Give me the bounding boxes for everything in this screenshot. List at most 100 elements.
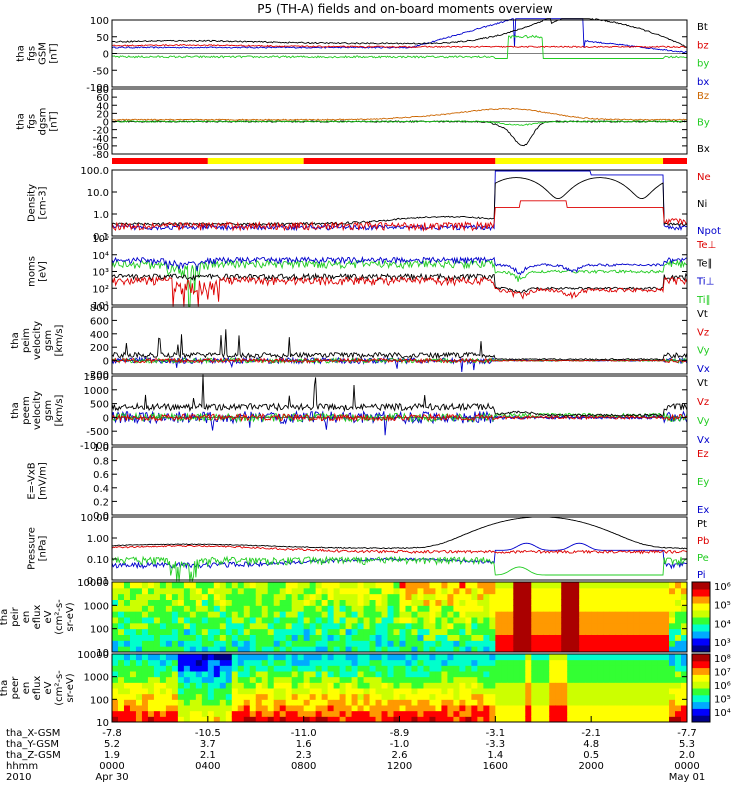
heatmap-cell [609,599,616,606]
heatmap-cell [501,646,508,653]
heatmap-cell [603,710,610,717]
heatmap-cell [543,605,550,612]
heatmap-cell [153,617,161,624]
heatmap-cell [483,705,490,712]
heatmap-cell [213,671,221,678]
heatmap-cell [339,659,347,666]
heatmap-cell [543,659,550,666]
heatmap-cell [381,710,389,717]
heatmap-cell [681,587,688,595]
y-label-line: eV [43,610,54,623]
heatmap-cell [363,665,371,672]
heatmap-cell [159,665,167,672]
y-tick-label: 40 [96,101,109,112]
heatmap-cell [489,699,496,706]
heatmap-cell [573,622,580,630]
legend-Vz: Vz [697,327,709,338]
heatmap-cell [183,628,191,635]
heatmap-cell [663,671,670,678]
heatmap-cell [165,634,173,641]
heatmap-cell [489,582,496,589]
heatmap-cell [453,671,460,678]
heatmap-cell [285,622,293,630]
heatmap-cell [249,628,257,635]
heatmap-cell [471,682,478,689]
heatmap-cell [429,605,436,612]
heatmap-cell [285,688,293,695]
heatmap-cell [141,599,149,606]
heatmap-cell [225,659,233,666]
heatmap-cell [441,682,448,689]
y-label-line: tha [10,332,21,348]
heatmap-cell [417,716,424,723]
heatmap-cell [255,682,263,689]
heatmap-cell [681,693,688,700]
heatmap-cell [639,587,646,595]
heatmap-cell [261,688,269,695]
heatmap-cell [405,587,412,595]
y-label-line: peem [21,396,32,424]
legend-Vx: Vx [697,364,710,375]
heatmap-cell [537,710,544,717]
heatmap-cell [585,659,592,666]
heatmap-cell [513,599,520,606]
heatmap-cell [273,688,281,695]
y-tick-label: 0.01 [87,576,109,587]
y-label-line: gsm [43,330,54,351]
heatmap-cell [615,599,622,606]
heatmap-cell [615,593,622,600]
heatmap-cell [243,710,251,717]
heatmap-cell [669,582,676,589]
x-row-value: 2.0 [679,750,695,761]
mode-segment [303,158,496,164]
heatmap-cell [195,676,203,683]
heatmap-cell [285,611,293,618]
heatmap-cell [489,617,496,624]
heatmap-cell [231,611,239,618]
heatmap-cell [507,705,514,712]
heatmap-cell [273,617,281,624]
heatmap-cell [681,640,688,647]
heatmap-cell [489,593,496,600]
heatmap-cell [459,659,466,666]
heatmap-cell [327,634,335,641]
heatmap-cell [147,654,155,661]
heatmap-cell [657,693,664,700]
heatmap-cell [375,716,383,723]
heatmap-cell [201,593,209,600]
heatmap-cell [141,688,149,695]
heatmap-cell [459,688,466,695]
heatmap-cell [441,699,448,706]
heatmap-cell [375,676,383,683]
heatmap-cell [669,617,676,624]
heatmap-cell [363,710,371,717]
heatmap-cell [675,665,682,672]
heatmap-cell [447,682,454,689]
heatmap-cell [549,593,556,600]
heatmap-cell [483,605,490,612]
heatmap-cell [561,593,568,600]
heatmap-cell [177,671,185,678]
heatmap-cell [387,646,395,653]
heatmap-cell [621,593,628,600]
heatmap-cell [609,654,616,661]
heatmap-cell [213,716,221,723]
heatmap-cell [147,617,155,624]
heatmap-cell [657,611,664,618]
heatmap-cell [333,693,341,700]
heatmap-cell [297,688,305,695]
heatmap-cell [675,671,682,678]
heatmap-cell [561,605,568,612]
legend-bz: bz [697,40,709,51]
series-line-Pb [111,544,688,555]
heatmap-cell [597,622,604,630]
heatmap-cell [645,665,652,672]
heatmap-cell [405,665,412,672]
heatmap-cell [411,716,418,723]
y-label-line: [km/s] [54,394,65,426]
heatmap-cell [393,682,400,689]
heatmap-cell [129,710,137,717]
heatmap-cell [507,710,514,717]
mode-segment [495,158,664,164]
